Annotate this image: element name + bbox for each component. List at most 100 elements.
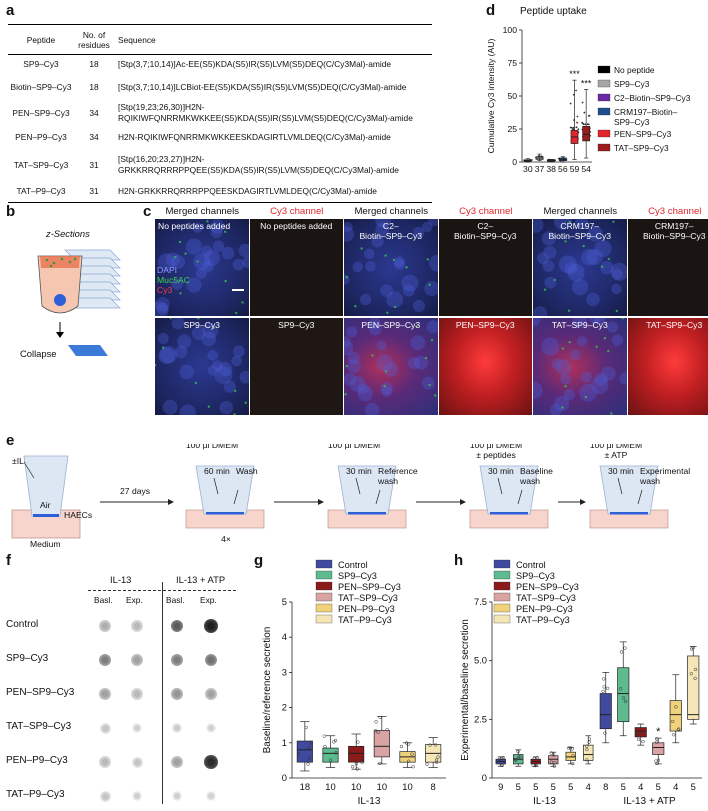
muc-speck <box>426 258 429 261</box>
muc-speck <box>603 337 607 340</box>
dotblot-spot <box>204 653 218 667</box>
nucleus <box>364 402 380 415</box>
dotblot-col-header: Exp. <box>126 595 143 605</box>
n-label: 38 <box>546 164 556 174</box>
micrograph-label: SP9–Cy3 <box>183 320 220 330</box>
n-label: 4 <box>638 781 643 792</box>
muc-speck <box>393 305 397 309</box>
nucleus <box>542 260 555 273</box>
muc-speck <box>430 338 434 342</box>
legend-label: No peptide <box>614 65 655 75</box>
dotblot-spot <box>131 722 143 734</box>
micrograph-column-header: Merged channels <box>354 206 429 217</box>
micrograph-image: TAT–SP9–Cy3 <box>533 318 627 415</box>
micrograph-image: SP9–Cy3 <box>249 318 343 415</box>
n-label: 5 <box>568 781 573 792</box>
muc-speck <box>595 345 598 348</box>
nucleus <box>195 267 207 279</box>
step-cells <box>348 512 386 515</box>
nucleus <box>380 382 393 395</box>
step-wash: Wash <box>236 466 258 476</box>
nucleus <box>238 243 249 258</box>
legend-label: TAT–P9–Cy3 <box>338 615 392 625</box>
significance: *** <box>569 69 580 79</box>
dotblot-spot <box>171 790 183 802</box>
legend-label: PEN–SP9–Cy3 <box>338 582 401 592</box>
nucleus <box>157 253 176 271</box>
micrograph-column-header: Cy3 channel <box>648 206 702 217</box>
nucleus <box>580 371 592 383</box>
table-cell-peptide: TAT–SP9–Cy3 <box>13 160 69 170</box>
nucleus <box>364 248 375 260</box>
muc-speck <box>553 278 556 282</box>
nucleus <box>381 386 393 397</box>
data-point <box>516 750 520 754</box>
muc-speck <box>428 283 431 286</box>
legend-swatch <box>315 603 333 613</box>
data-point <box>374 720 378 724</box>
n-label: 56 <box>558 164 568 174</box>
step-volume: 100 µl DMEM <box>328 444 380 450</box>
data-point <box>693 667 698 672</box>
n-label: 59 <box>570 164 580 174</box>
box-0-3 <box>548 751 559 767</box>
step-wash: Baseline <box>520 466 553 476</box>
nucleus <box>393 256 405 268</box>
step-wash: Reference <box>378 466 418 476</box>
n-label: 10 <box>402 781 412 792</box>
legend-label: SP9–Cy3 <box>614 117 650 127</box>
muc-speck <box>582 244 585 248</box>
nucleus <box>549 404 562 415</box>
micrograph-column-header: Cy3 channel <box>459 206 513 217</box>
y-tick-label: 5.0 <box>474 655 487 666</box>
legend-swatch <box>493 603 511 613</box>
dotblot-spot <box>204 755 218 769</box>
nucleus <box>611 334 624 346</box>
data-point <box>640 730 644 735</box>
days-label: 27 days <box>120 486 150 496</box>
muc-speck <box>386 311 389 315</box>
muc-speck <box>360 247 363 250</box>
panel-letter-f: f <box>6 552 11 569</box>
nucleus <box>171 254 186 270</box>
step-wash: wash <box>377 476 398 486</box>
step-insert <box>337 465 397 515</box>
step-volume: ± ATP <box>605 450 628 460</box>
box-1-1 <box>617 641 630 737</box>
y-tick-label: 75 <box>507 58 517 68</box>
nucleus <box>533 306 548 316</box>
data-point <box>497 757 501 761</box>
box-0-4 <box>565 747 576 765</box>
table-cell-sequence: H2N-GRKKRRQRRRPPQEESKDAGIRTLVMLDEQ(C/Cy3… <box>118 186 377 196</box>
data-point <box>549 760 554 764</box>
n-label: 37 <box>535 164 545 174</box>
nucleus <box>544 276 557 289</box>
dotblot-row-label: TAT–P9–Cy3 <box>6 789 65 800</box>
stain-cy3: Cy3 <box>157 285 173 295</box>
n-label: 5 <box>533 781 538 792</box>
panel-letter-c: c <box>143 203 152 220</box>
medium-label: Medium <box>30 539 61 549</box>
data-point <box>571 761 575 766</box>
data-point <box>308 741 313 745</box>
scale-bar <box>232 289 244 291</box>
nucleus <box>201 245 213 257</box>
muc-speck <box>207 405 211 408</box>
nucleus <box>171 318 185 330</box>
data-point <box>307 745 311 750</box>
nucleus <box>232 258 245 271</box>
muc-speck <box>155 364 157 367</box>
data-point <box>587 123 590 126</box>
box-iqr <box>565 751 576 761</box>
data-point <box>410 752 414 756</box>
legend-swatch <box>315 581 333 591</box>
n-label: 5 <box>621 781 626 792</box>
dotblot-spot <box>99 688 111 700</box>
table-cell-peptide: PEN–P9–Cy3 <box>15 132 67 142</box>
data-point <box>399 744 404 749</box>
data-point <box>575 126 578 129</box>
data-point <box>576 115 579 118</box>
nucleus <box>581 249 598 266</box>
data-point <box>693 676 697 681</box>
data-point <box>677 727 681 731</box>
